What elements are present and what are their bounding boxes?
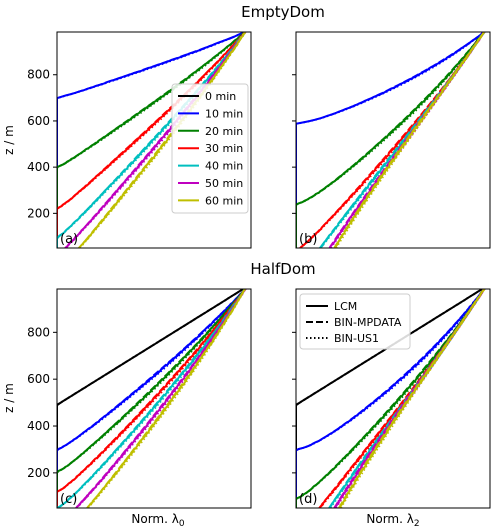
section-title-emptydom: EmptyDom: [241, 3, 325, 21]
series-line-10min-dashed: [57, 32, 246, 248]
xlabel-right-text: Norm. λ: [366, 512, 413, 526]
series-line-60min-dashed: [338, 289, 485, 508]
xlabel-left: Norm. λ0: [131, 512, 184, 529]
xlabel-right-sub: 2: [414, 519, 420, 529]
ytick-label: 600: [27, 114, 50, 128]
series-line-20min-dashed: [57, 32, 246, 248]
series-line-20min-dashed: [57, 289, 246, 508]
panel-a: 200 400 600 800 (a): [27, 31, 252, 249]
legend-label: LCM: [334, 300, 357, 313]
xlabel-left-text: Norm. λ: [131, 512, 178, 526]
ylabel-top: z / m: [2, 125, 16, 155]
panels: 200 400 600 800 (a) (b) 200 400 600 800 (c) (d) 0 mi…: [27, 31, 491, 509]
series-line-20min-solid: [296, 32, 485, 248]
series-line-10min-dotted: [296, 289, 486, 508]
series-line-0min-dotted: [296, 289, 483, 508]
series-line-60min-dashed: [78, 32, 246, 248]
series-line-20min-dashed: [296, 32, 485, 248]
legend-label: 0 min: [205, 90, 236, 103]
legend-label: 30 min: [205, 142, 243, 155]
series-line-10min-dotted: [57, 289, 246, 508]
series-line-50min-dashed: [75, 289, 246, 508]
series-group: [57, 289, 247, 508]
series-line-30min-dashed: [57, 289, 246, 508]
legend-label: BIN-US1: [334, 332, 379, 345]
legend-box: [171, 83, 249, 214]
series-line-20min-dotted: [296, 32, 485, 248]
series-line-60min-dashed: [333, 32, 485, 248]
legend-label: BIN-MPDATA: [334, 316, 402, 329]
panel-d: (d): [292, 288, 491, 509]
series-line-20min-dotted: [57, 32, 246, 248]
panel-label: (b): [299, 232, 317, 247]
series-line-50min-dashed: [64, 32, 246, 248]
series-line-40min-dashed: [57, 289, 246, 508]
series-line-40min-dotted: [57, 32, 246, 248]
series-line-60min-solid: [86, 289, 246, 508]
series-group: [296, 32, 486, 248]
series-line-40min-dashed: [57, 32, 246, 248]
style-legend: LCM BIN-MPDATA BIN-US1: [299, 293, 411, 350]
series-group: [296, 289, 486, 508]
ytick-label: 400: [27, 160, 50, 174]
section-title-halfdom: HalfDom: [250, 260, 315, 278]
axes-frame: [56, 288, 252, 509]
ylabel-bottom: z / m: [2, 383, 16, 413]
ytick-label: 400: [27, 419, 50, 433]
ytick-label: 200: [27, 466, 50, 480]
series-line-10min-solid: [296, 32, 486, 248]
panel-label: (d): [299, 492, 317, 507]
series-line-10min-dashed: [57, 289, 246, 508]
series-line-40min-dashed: [319, 32, 485, 248]
panel-c: 200 400 600 800 (c): [27, 288, 252, 509]
legend-label: 60 min: [205, 194, 243, 207]
series-line-30min-dashed: [299, 32, 485, 248]
ytick-label: 800: [27, 325, 50, 339]
series-line-40min-dotted: [57, 289, 247, 508]
panel-label: (a): [60, 232, 78, 247]
series-line-60min-dotted: [79, 32, 247, 248]
ytick-label: 200: [27, 206, 50, 220]
series-line-0min-dashed: [57, 289, 244, 508]
legend-label: 10 min: [205, 107, 243, 120]
axes-frame: [295, 288, 491, 509]
series-line-50min-dotted: [75, 289, 247, 508]
series-group: [57, 32, 247, 248]
ytick-label: 600: [27, 372, 50, 386]
series-line-0min-solid: [57, 289, 244, 508]
xlabel-left-sub: 0: [179, 519, 185, 529]
series-line-10min-dashed: [296, 289, 485, 508]
ytick-label: 800: [27, 68, 50, 82]
time-legend: 0 min 10 min 20 min 30 min 40 min 50 min 60 mi…: [171, 83, 249, 214]
legend-label: 50 min: [205, 177, 243, 190]
series-line-60min-solid: [333, 32, 485, 248]
xlabel-right: Norm. λ2: [366, 512, 419, 529]
series-line-60min-dashed: [86, 289, 246, 508]
series-line-30min-dotted: [57, 32, 246, 248]
panel-b: (b): [292, 31, 491, 249]
legend-label: 20 min: [205, 125, 243, 138]
series-line-0min-dotted: [57, 289, 244, 508]
axes-frame: [56, 31, 252, 249]
legend-label: 40 min: [205, 160, 243, 173]
axes-frame: [295, 31, 491, 249]
series-line-10min-dotted: [57, 32, 246, 248]
series-line-20min-dotted: [57, 289, 246, 508]
legend-box: [299, 293, 411, 350]
panel-label: (c): [60, 492, 77, 507]
series-line-30min-dashed: [57, 32, 246, 248]
